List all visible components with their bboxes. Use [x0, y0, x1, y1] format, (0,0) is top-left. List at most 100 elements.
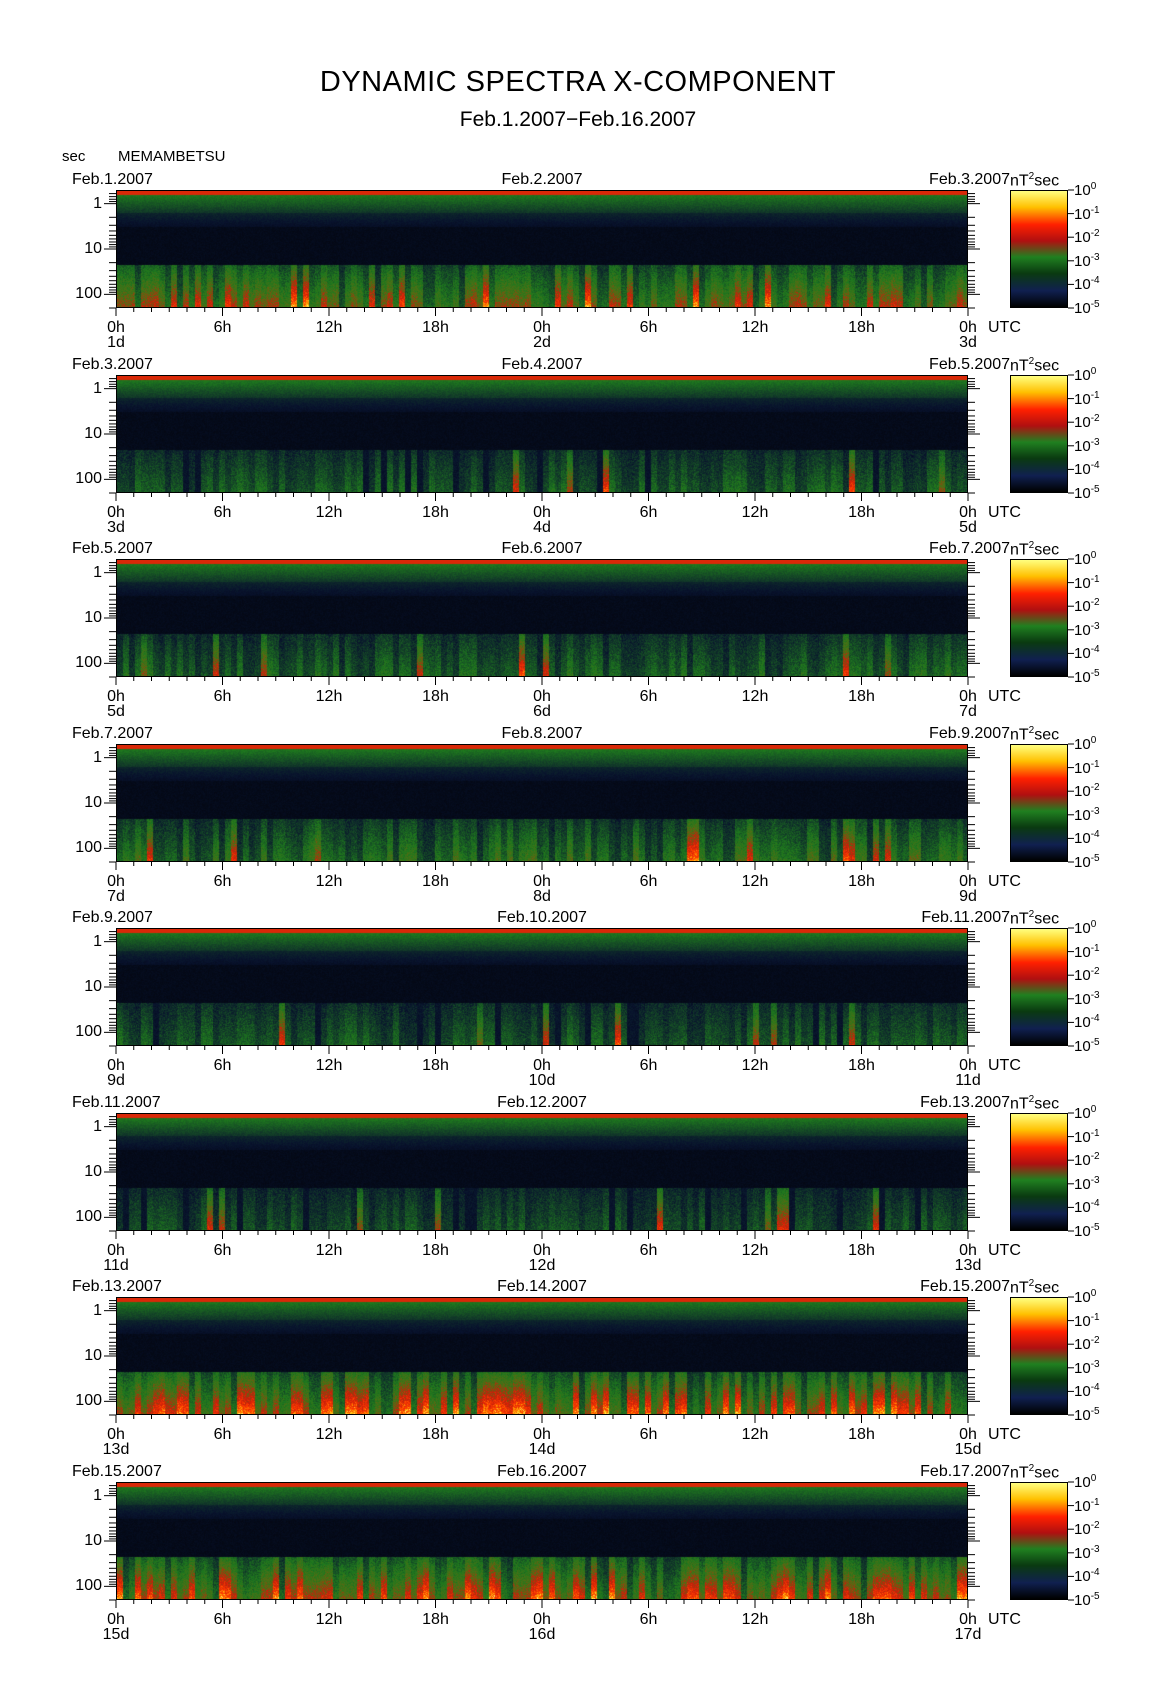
colorbar-tick-exponent: -1: [1090, 942, 1100, 954]
colorbar-unit-main: nT: [1010, 910, 1029, 928]
colorbar-tick-exponent: -5: [1090, 853, 1100, 864]
panel-date-end: Feb.15.2007: [920, 1278, 1010, 1295]
colorbar: [1010, 190, 1068, 308]
colorbar-tick-label: 10-2: [1074, 413, 1100, 431]
x-tick-label: 6h: [639, 1611, 658, 1628]
time-unit-label: UTC: [988, 688, 1021, 705]
colorbar-tick-exponent: -5: [1090, 1406, 1100, 1417]
colorbar-tick-label: 10-4: [1074, 830, 1100, 847]
x-tick-label: 0h: [107, 1611, 125, 1628]
colorbar-tick-base: 10: [1074, 783, 1091, 801]
colorbar-unit-main: nT: [1010, 726, 1029, 744]
colorbar: [1010, 744, 1068, 862]
colorbar-tick-exponent: -2: [1090, 966, 1100, 978]
colorbar-tick-label: 100: [1074, 1289, 1096, 1306]
colorbar-tick-exponent: 0: [1090, 1473, 1097, 1484]
colorbar-tick-exponent: -3: [1090, 989, 1100, 1001]
day-label: 9d: [107, 1072, 125, 1089]
colorbar-tick-exponent: -2: [1090, 1335, 1100, 1347]
colorbar-tick-label: 10-2: [1074, 1152, 1100, 1169]
colorbar-tick-label: 10-3: [1074, 1359, 1100, 1377]
x-tick-label: 0h: [533, 1426, 551, 1443]
day-label: 5d: [107, 703, 125, 720]
panel-date-end: Feb.17.2007: [920, 1463, 1010, 1480]
colorbar-tick-label: 10-1: [1074, 1311, 1100, 1329]
colorbar: [1010, 559, 1068, 677]
colorbar: [1010, 1297, 1068, 1415]
colorbar-tick-base: 10: [1074, 1359, 1091, 1377]
x-tick-label: 18h: [848, 873, 875, 890]
colorbar-tick-exponent: -5: [1090, 299, 1100, 310]
x-tick-label: 12h: [315, 1611, 343, 1628]
colorbar-tick-base: 10: [1074, 437, 1091, 455]
x-tick-label: 0h: [107, 688, 125, 705]
colorbar-tick-label: 10-5: [1074, 1406, 1100, 1424]
day-label: 14d: [528, 1441, 556, 1458]
colorbar-tick-exponent: -1: [1090, 1127, 1100, 1139]
colorbar-tick-exponent: -2: [1090, 228, 1100, 240]
colorbar-tick-exponent: -2: [1090, 413, 1100, 425]
y-tick-label: 100: [75, 1392, 102, 1410]
x-tick-label: 18h: [848, 1057, 875, 1074]
panel-date-end: Feb.7.2007: [929, 540, 1010, 557]
colorbar-tick-label: 100: [1074, 736, 1096, 753]
spectrogram-panel: [116, 1113, 968, 1231]
x-tick-label: 18h: [848, 1611, 875, 1628]
colorbar-unit: nT2sec: [1010, 541, 1059, 558]
x-tick-label: 18h: [422, 1611, 449, 1628]
panel-date-mid: Feb.2.2007: [501, 171, 583, 188]
x-tick-label: 12h: [315, 873, 343, 890]
y-tick-label: 1: [93, 194, 102, 212]
x-tick-label: 12h: [315, 1426, 343, 1443]
colorbar: [1010, 1113, 1068, 1231]
colorbar-tick-exponent: -4: [1090, 1013, 1100, 1025]
colorbar-unit-sup: 2: [1028, 1278, 1035, 1289]
x-tick-label: 18h: [422, 688, 449, 705]
station-name: MEMAMBETSU: [118, 148, 226, 165]
colorbar-unit-sup: 2: [1028, 171, 1035, 182]
panel-date-start: Feb.1.2007: [72, 171, 153, 188]
y-tick-label: 1: [93, 1301, 102, 1319]
panel-date-mid: Feb.12.2007: [497, 1094, 587, 1111]
colorbar-tick-label: 10-5: [1074, 853, 1100, 871]
colorbar: [1010, 928, 1068, 1046]
colorbar-tick-base: 10: [1074, 1544, 1091, 1562]
colorbar-unit: nT2sec: [1010, 172, 1059, 189]
colorbar-unit: nT2sec: [1010, 910, 1059, 927]
colorbar-tick-label: 10-1: [1074, 1497, 1100, 1514]
spectrogram-panel: [116, 190, 968, 308]
y-tick-label: 10: [84, 1532, 102, 1549]
y-tick-label: 100: [75, 1208, 102, 1226]
x-tick-label: 12h: [741, 319, 769, 336]
panel-date-mid: Feb.10.2007: [497, 909, 587, 926]
time-unit-label: UTC: [988, 319, 1021, 336]
colorbar-tick-base: 10: [1074, 1105, 1091, 1122]
x-tick-label: 0h: [533, 1242, 551, 1259]
colorbar-tick-base: 10: [1074, 1336, 1091, 1354]
colorbar-tick-label: 10-5: [1074, 669, 1100, 686]
spectrogram-image: [117, 560, 967, 676]
colorbar-tick-exponent: -3: [1090, 436, 1100, 448]
y-tick-label: 1: [93, 379, 102, 397]
x-tick-label: 12h: [315, 688, 343, 705]
colorbar-tick-label: 100: [1074, 1473, 1097, 1491]
panel-date-start: Feb.11.2007: [72, 1094, 161, 1111]
time-unit-label: UTC: [988, 1057, 1021, 1074]
day-label: 13d: [954, 1257, 982, 1274]
spectrogram-image: [117, 376, 967, 492]
colorbar-tick-base: 10: [1074, 367, 1091, 384]
x-tick-label: 12h: [315, 1057, 343, 1074]
colorbar-tick-label: 100: [1074, 551, 1096, 568]
spectrogram-image: [117, 929, 967, 1045]
colorbar-tick-exponent: -3: [1090, 1174, 1100, 1186]
y-tick-label: 10: [84, 978, 102, 995]
x-tick-label: 6h: [213, 1242, 232, 1259]
colorbar-tick-label: 10-5: [1074, 485, 1100, 502]
spectrogram-image: [117, 1114, 967, 1230]
colorbar-unit-sup: 2: [1028, 1094, 1035, 1105]
colorbar-tick-exponent: -1: [1090, 1311, 1100, 1323]
x-tick-label: 0h: [107, 1426, 125, 1443]
x-tick-label: 18h: [848, 319, 875, 336]
colorbar-tick-label: 10-2: [1074, 1335, 1100, 1354]
y-tick-label: 10: [84, 609, 102, 626]
